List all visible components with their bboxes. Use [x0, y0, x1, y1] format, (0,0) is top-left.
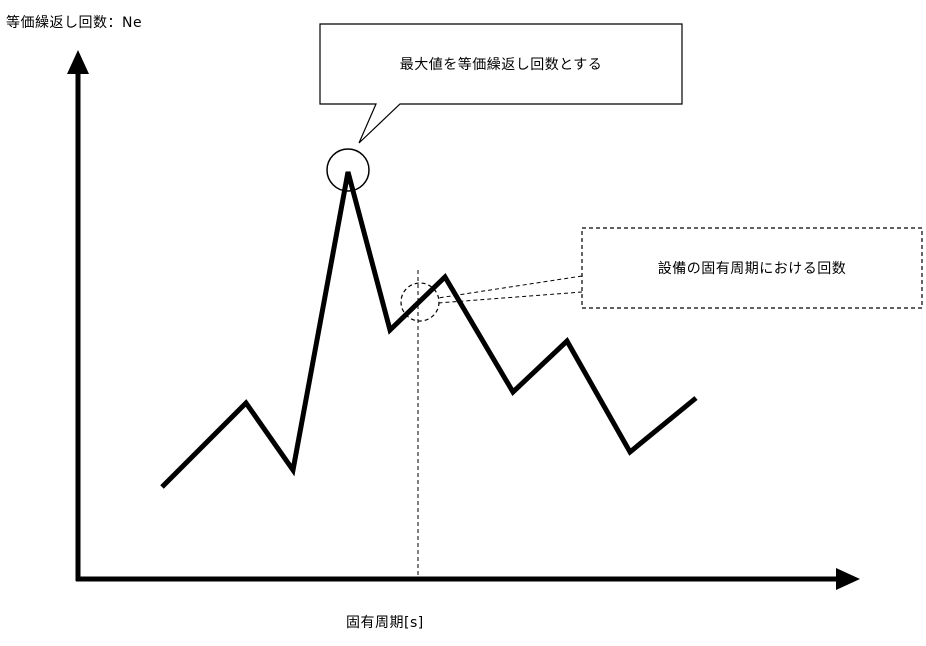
callout-natural-text: 設備の固有周期における回数 [657, 261, 847, 277]
x-axis-label: 固有周期[s] [346, 615, 424, 631]
response-curve [160, 171, 698, 489]
callout-max-text: 最大値を等価繰返し回数とする [399, 57, 603, 73]
callout-natural-leader-top [437, 275, 583, 299]
y-axis-arrowhead [67, 50, 89, 74]
x-axis-arrowhead [836, 568, 860, 590]
natural-period-marker [400, 282, 440, 322]
callout-natural-leader-bottom [437, 291, 583, 304]
callout-max-bubble [319, 23, 683, 144]
y-axis-label: 等価繰返し回数：Ne [6, 15, 143, 31]
callout-natural-box [581, 227, 923, 309]
max-point-marker [326, 148, 370, 192]
